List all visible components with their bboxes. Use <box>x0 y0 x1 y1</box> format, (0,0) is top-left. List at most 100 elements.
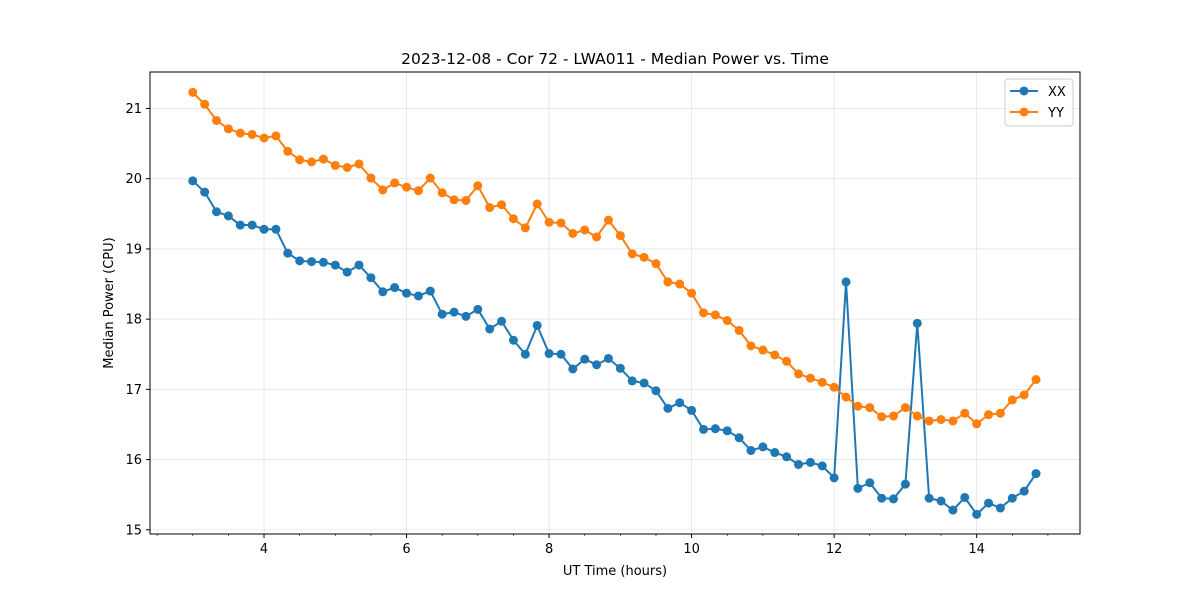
data-point-yy <box>603 215 613 225</box>
data-point-yy <box>639 252 649 262</box>
data-point-yy <box>746 341 756 351</box>
data-point-xx <box>651 386 661 396</box>
chart-title: 2023-12-08 - Cor 72 - LWA011 - Median Po… <box>401 50 829 68</box>
data-point-yy <box>1007 395 1017 405</box>
data-point-xx <box>247 220 257 230</box>
x-tick-label: 8 <box>545 542 553 557</box>
data-point-yy <box>449 195 459 205</box>
data-point-yy <box>366 173 376 183</box>
y-tick-label: 21 <box>125 102 142 117</box>
y-tick-label: 20 <box>125 172 142 187</box>
data-point-xx <box>865 478 875 488</box>
data-point-xx <box>770 448 780 458</box>
data-point-xx <box>413 291 423 301</box>
data-point-xx <box>627 376 637 386</box>
x-tick-label: 6 <box>402 542 410 557</box>
data-point-yy <box>295 155 305 165</box>
data-point-xx <box>841 277 851 287</box>
data-point-yy <box>413 186 423 196</box>
data-point-yy <box>900 403 910 413</box>
data-point-yy <box>223 124 233 134</box>
data-point-xx <box>592 360 602 370</box>
series-yy <box>188 87 1041 429</box>
data-point-yy <box>437 188 447 198</box>
x-tick-label: 14 <box>968 542 985 557</box>
y-tick-label: 15 <box>125 523 142 538</box>
data-point-xx <box>710 424 720 434</box>
data-point-yy <box>912 411 922 421</box>
data-point-xx <box>805 457 815 467</box>
data-point-xx <box>1019 486 1029 496</box>
data-point-yy <box>853 401 863 411</box>
data-point-xx <box>354 260 364 270</box>
data-point-xx <box>188 176 198 186</box>
data-point-yy <box>995 408 1005 418</box>
y-tick-label: 17 <box>125 383 142 398</box>
data-point-yy <box>960 408 970 418</box>
data-point-yy <box>520 223 530 233</box>
data-point-xx <box>722 426 732 436</box>
data-point-yy <box>342 162 352 172</box>
data-point-yy <box>532 199 542 209</box>
data-point-xx <box>307 257 317 267</box>
data-point-yy <box>508 214 518 224</box>
data-point-yy <box>580 225 590 235</box>
data-point-xx <box>924 493 934 503</box>
data-point-xx <box>223 211 233 221</box>
data-point-xx <box>318 257 328 267</box>
data-point-yy <box>972 419 982 429</box>
data-point-xx <box>378 287 388 297</box>
data-point-xx <box>330 260 340 270</box>
data-point-xx <box>211 207 221 217</box>
data-point-yy <box>425 173 435 183</box>
data-point-xx <box>271 224 281 234</box>
data-point-yy <box>188 87 198 97</box>
data-point-xx <box>794 459 804 469</box>
data-point-yy <box>877 412 887 422</box>
data-point-xx <box>829 473 839 483</box>
y-axis-label: Median Power (CPU) <box>102 237 117 368</box>
data-point-yy <box>699 308 709 318</box>
data-point-yy <box>817 377 827 387</box>
data-point-xx <box>485 324 495 334</box>
data-point-xx <box>402 288 412 298</box>
data-point-xx <box>663 403 673 413</box>
data-point-yy <box>948 416 958 426</box>
data-point-xx <box>532 320 542 330</box>
grid <box>150 72 1080 534</box>
data-point-yy <box>1031 375 1041 385</box>
data-point-yy <box>307 157 317 167</box>
data-point-yy <box>592 232 602 242</box>
data-point-yy <box>497 200 507 210</box>
data-point-xx <box>877 493 887 503</box>
data-point-yy <box>402 182 412 192</box>
data-point-xx <box>817 461 827 471</box>
x-tick-label: 12 <box>826 542 843 557</box>
y-tick-label: 18 <box>125 313 142 328</box>
data-point-yy <box>984 410 994 420</box>
data-point-yy <box>473 181 483 191</box>
data-point-xx <box>746 445 756 455</box>
data-point-yy <box>841 392 851 402</box>
legend-label-yy: YY <box>1047 106 1064 121</box>
data-point-yy <box>889 411 899 421</box>
data-point-xx <box>283 248 293 258</box>
data-point-yy <box>259 133 269 143</box>
data-point-xx <box>972 509 982 519</box>
data-point-xx <box>960 492 970 502</box>
data-point-xx <box>390 283 400 293</box>
y-tick-label: 16 <box>125 453 142 468</box>
data-point-yy <box>390 178 400 188</box>
axis-ticks: 4 6 8 10 12 14 15 16 17 18 19 20 21 <box>125 102 1049 557</box>
data-point-xx <box>449 307 459 317</box>
data-point-yy <box>354 159 364 169</box>
data-point-yy <box>247 129 257 139</box>
legend: XX YY <box>1004 78 1074 127</box>
x-tick-label: 4 <box>260 542 268 557</box>
data-point-xx <box>1031 469 1041 479</box>
data-point-yy <box>568 228 578 238</box>
data-point-xx <box>615 363 625 373</box>
data-point-xx <box>544 349 554 359</box>
data-point-yy <box>485 203 495 213</box>
